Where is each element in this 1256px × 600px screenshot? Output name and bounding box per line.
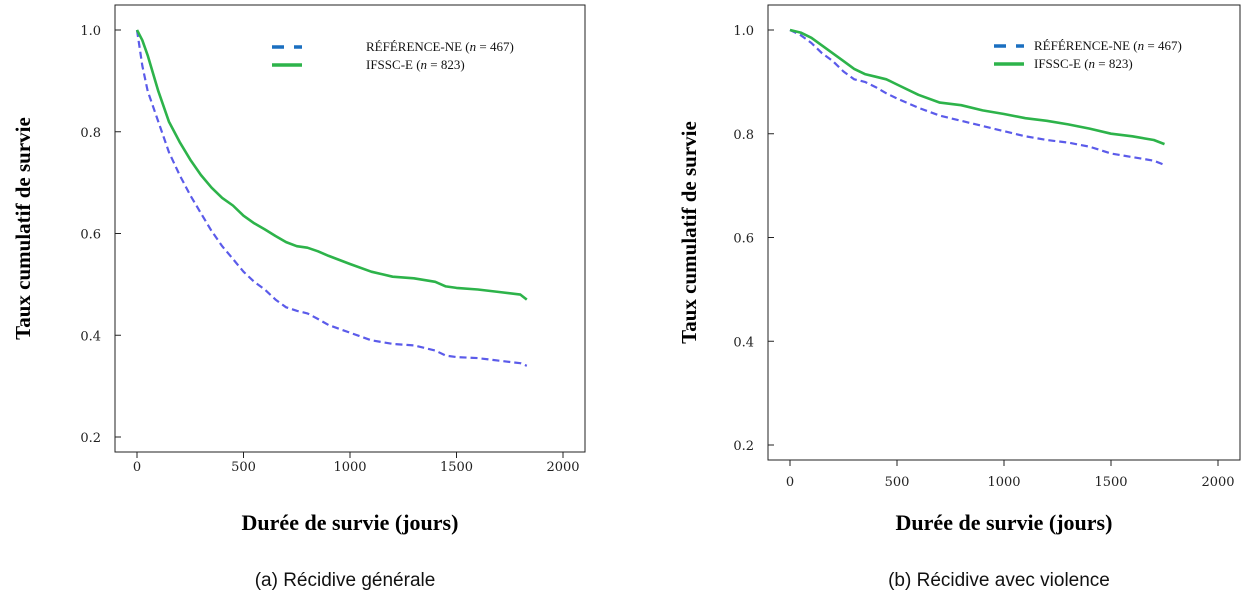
- y-tick-label: 0.8: [733, 128, 754, 143]
- legend-label-reference-ne: RÉFÉRENCE-NE (n = 467): [1034, 38, 1182, 53]
- x-tick-label: 1000: [987, 475, 1020, 490]
- y-tick-label: 1.0: [733, 24, 754, 39]
- y-tick-label: 0.2: [80, 431, 101, 446]
- x-axis-label: Durée de survie (jours): [242, 510, 459, 535]
- chart-panel-a: 1.0 0.8 0.6 0.4 0.2 0 500 1000 1500 2000 RÉFÉRENCE…: [11, 4, 586, 591]
- x-axis-label: Durée de survie (jours): [896, 510, 1113, 535]
- y-axis-label: Taux cumulatif de survie: [11, 117, 35, 340]
- y-tick-label: 0.4: [80, 329, 101, 344]
- x-tick-label: 2000: [1201, 475, 1234, 490]
- legend-label-ifssc-e: IFSSC-E (n = 823): [1034, 56, 1133, 71]
- y-tick-label: 0.4: [733, 335, 754, 350]
- y-tick-label: 0.2: [733, 439, 754, 454]
- series-line-ifssc-e-b: [789, 28, 1165, 146]
- legend-label-reference-ne: RÉFÉRENCE-NE (n = 467): [366, 39, 514, 54]
- plot-frame-b: [767, 4, 1241, 461]
- figure-caption: (a) Récidive générale: [255, 570, 436, 591]
- x-tick-label: 500: [885, 475, 910, 490]
- series-line-reference-ne-b: [789, 29, 1165, 166]
- x-tick-label: 1000: [333, 460, 366, 475]
- legend-label-ifssc-e: IFSSC-E (n = 823): [366, 57, 465, 72]
- plot-frame-a: [114, 4, 586, 453]
- x-tick-label: 0: [786, 475, 794, 490]
- figure-caption: (b) Récidive avec violence: [888, 570, 1110, 591]
- chart-a-svg: 1.0 0.8 0.6 0.4 0.2 0 500 1000 1500 2000 RÉFÉRENCE…: [11, 4, 586, 591]
- y-tick-label: 0.8: [80, 126, 101, 141]
- series-line-ifssc-e-a: [135, 29, 528, 301]
- y-tick-label: 1.0: [80, 24, 101, 39]
- chart-panel-b: 1.0 0.8 0.6 0.4 0.2 0 500 1000 1500 2000 RÉFÉRENCE…: [628, 0, 1256, 600]
- x-tick-label: 1500: [1094, 475, 1127, 490]
- y-tick-label: 0.6: [733, 232, 754, 247]
- y-tick-label: 0.6: [80, 228, 101, 243]
- x-tick-label: 0: [133, 460, 141, 475]
- series-line-reference-ne-a: [135, 29, 528, 367]
- y-axis-label: Taux cumulatif de survie: [677, 121, 701, 344]
- x-tick-label: 1500: [440, 460, 473, 475]
- chart-b-svg: 1.0 0.8 0.6 0.4 0.2 0 500 1000 1500 2000 RÉFÉRENCE…: [677, 4, 1241, 591]
- x-tick-label: 2000: [546, 460, 579, 475]
- x-tick-label: 500: [231, 460, 256, 475]
